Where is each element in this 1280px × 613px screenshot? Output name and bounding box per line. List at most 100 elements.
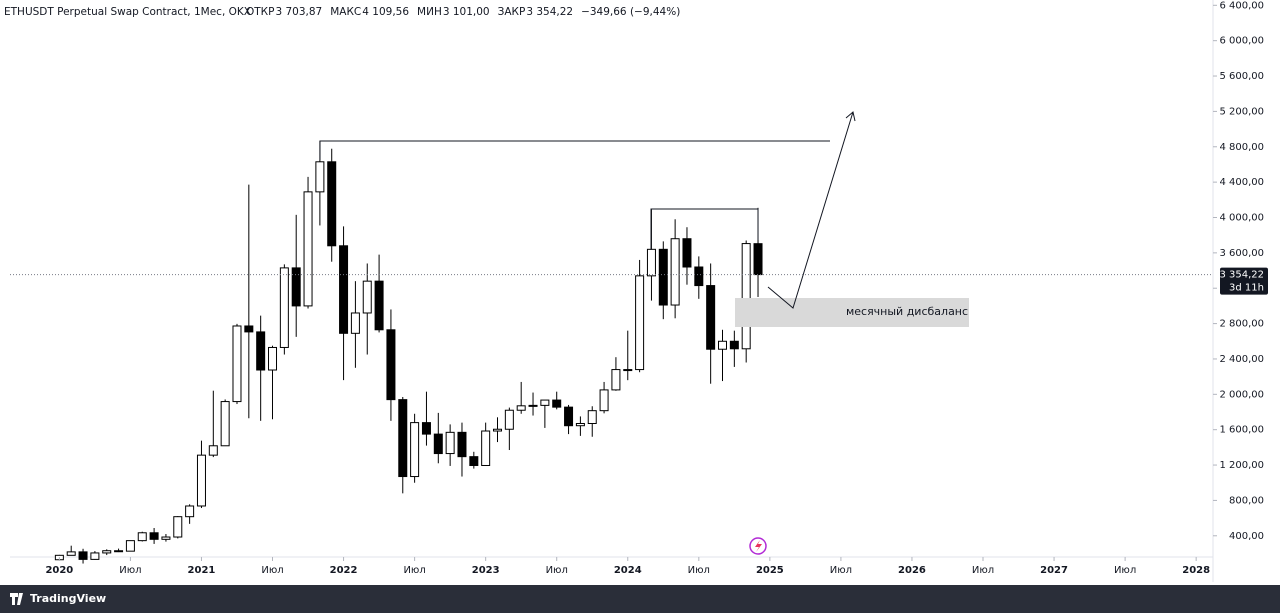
drawn-arrow <box>767 111 854 309</box>
branding[interactable]: TradingView <box>30 592 106 605</box>
ohlc-field: 3 101,00 <box>443 6 490 18</box>
candle-body <box>102 550 112 554</box>
y-tick-label: 400,00 <box>1229 531 1264 542</box>
candle-body <box>469 456 479 466</box>
last-price-label: 3 354,22 <box>1219 270 1264 281</box>
x-tick-label: Июл <box>119 565 141 576</box>
candle-body <box>149 532 159 540</box>
x-tick-label: 2021 <box>188 565 216 576</box>
candle-body <box>196 454 206 507</box>
candle-body <box>291 267 301 307</box>
drawn-bracket <box>650 208 759 250</box>
y-tick-label: 5 200,00 <box>1219 106 1264 117</box>
candle-body <box>137 532 147 542</box>
y-tick-label: 4 800,00 <box>1219 142 1264 153</box>
y-tick-label: 2 400,00 <box>1219 354 1264 365</box>
y-tick-label: 2 000,00 <box>1219 389 1264 400</box>
candle-body <box>611 369 621 391</box>
x-tick-label: Июл <box>830 565 852 576</box>
y-tick-label: 2 800,00 <box>1219 319 1264 330</box>
ohlc-field: 3 703,87 <box>275 6 322 18</box>
footer-bar <box>0 585 1280 613</box>
candle-body <box>706 285 716 350</box>
candle-body <box>753 243 763 276</box>
x-tick-label: Июл <box>403 565 425 576</box>
candle-body <box>457 431 467 458</box>
y-tick-label: 6 000,00 <box>1219 36 1264 47</box>
y-tick-label: 4 400,00 <box>1219 177 1264 188</box>
candle-body <box>114 550 124 553</box>
x-tick-label: Июл <box>1114 565 1136 576</box>
candle-body <box>161 536 171 540</box>
candle-body <box>575 422 585 427</box>
candle-body <box>185 505 195 518</box>
x-tick-label: 2024 <box>614 565 642 576</box>
ohlc-field: МАКС <box>330 6 361 18</box>
candle-body <box>327 161 337 247</box>
countdown: 3d 11h <box>1229 283 1264 294</box>
candle-body <box>682 238 692 268</box>
candle-body <box>66 551 76 556</box>
candle-body <box>386 329 396 401</box>
y-tick-label: 800,00 <box>1229 495 1264 506</box>
candle-body <box>125 540 135 552</box>
ohlc-field: 4 109,56 <box>362 6 409 18</box>
arrow-head <box>845 111 856 122</box>
candle-body <box>493 428 503 432</box>
candle-body <box>90 552 100 560</box>
candle-body <box>694 266 704 287</box>
candle-body <box>256 331 266 371</box>
candle-body <box>220 401 230 447</box>
candle-body <box>741 243 751 350</box>
y-tick-label: 4 000,00 <box>1219 212 1264 223</box>
candle-body <box>398 399 408 478</box>
candle-body <box>433 433 443 455</box>
event-icon[interactable] <box>749 537 767 555</box>
candle-body <box>481 430 491 466</box>
ohlc-field: −349,66 (−9,44%) <box>581 6 680 18</box>
x-tick-label: 2028 <box>1182 565 1210 576</box>
candle-body <box>528 404 538 407</box>
candle-body <box>268 346 278 371</box>
candle-body <box>717 340 727 350</box>
x-tick-label: Июл <box>261 565 283 576</box>
chart-title: ETHUSDT Perpetual Swap Contract, 1Мес, O… <box>4 6 251 18</box>
event-icon-bolt <box>755 540 762 552</box>
candle-body <box>658 248 668 306</box>
candle-body <box>410 422 420 478</box>
last-price-box <box>1220 267 1268 295</box>
candle-body <box>516 405 526 411</box>
candle-body <box>279 267 289 348</box>
x-tick-label: Июл <box>972 565 994 576</box>
ohlc-field: ЗАКР <box>498 6 526 18</box>
y-tick-label: 5 600,00 <box>1219 71 1264 82</box>
x-tick-label: 2025 <box>756 565 784 576</box>
plot <box>54 140 763 564</box>
candle-body <box>504 409 514 430</box>
ohlc-field: МИН <box>417 6 442 18</box>
candle-body <box>670 238 680 306</box>
candle-body <box>173 516 183 538</box>
candle-body <box>635 275 645 371</box>
x-tick-label: 2023 <box>472 565 500 576</box>
y-tick-label: 1 600,00 <box>1219 425 1264 436</box>
drawn-level <box>319 140 830 160</box>
y-tick-label: 6 400,00 <box>1219 0 1264 11</box>
ohlc-field: ОТКР <box>246 6 274 18</box>
candle-body <box>232 325 242 403</box>
x-tick-label: Июл <box>688 565 710 576</box>
candle-body <box>78 551 88 560</box>
candle-body <box>623 369 633 372</box>
annotation: месячный дисбаланс <box>846 305 968 318</box>
candle-body <box>646 248 656 277</box>
candle-body <box>315 161 325 193</box>
candle-body <box>374 280 384 331</box>
logo <box>10 593 23 605</box>
candle-body <box>350 312 360 334</box>
candle-body <box>244 325 254 333</box>
candle-body <box>599 389 609 412</box>
candle-body <box>362 280 372 314</box>
ohlc-header: ОТКР 3 703,87 МАКС 4 109,56 МИН 3 101,00 ЗАКР 3… <box>246 6 680 18</box>
y-tick-label: 3 600,00 <box>1219 248 1264 259</box>
